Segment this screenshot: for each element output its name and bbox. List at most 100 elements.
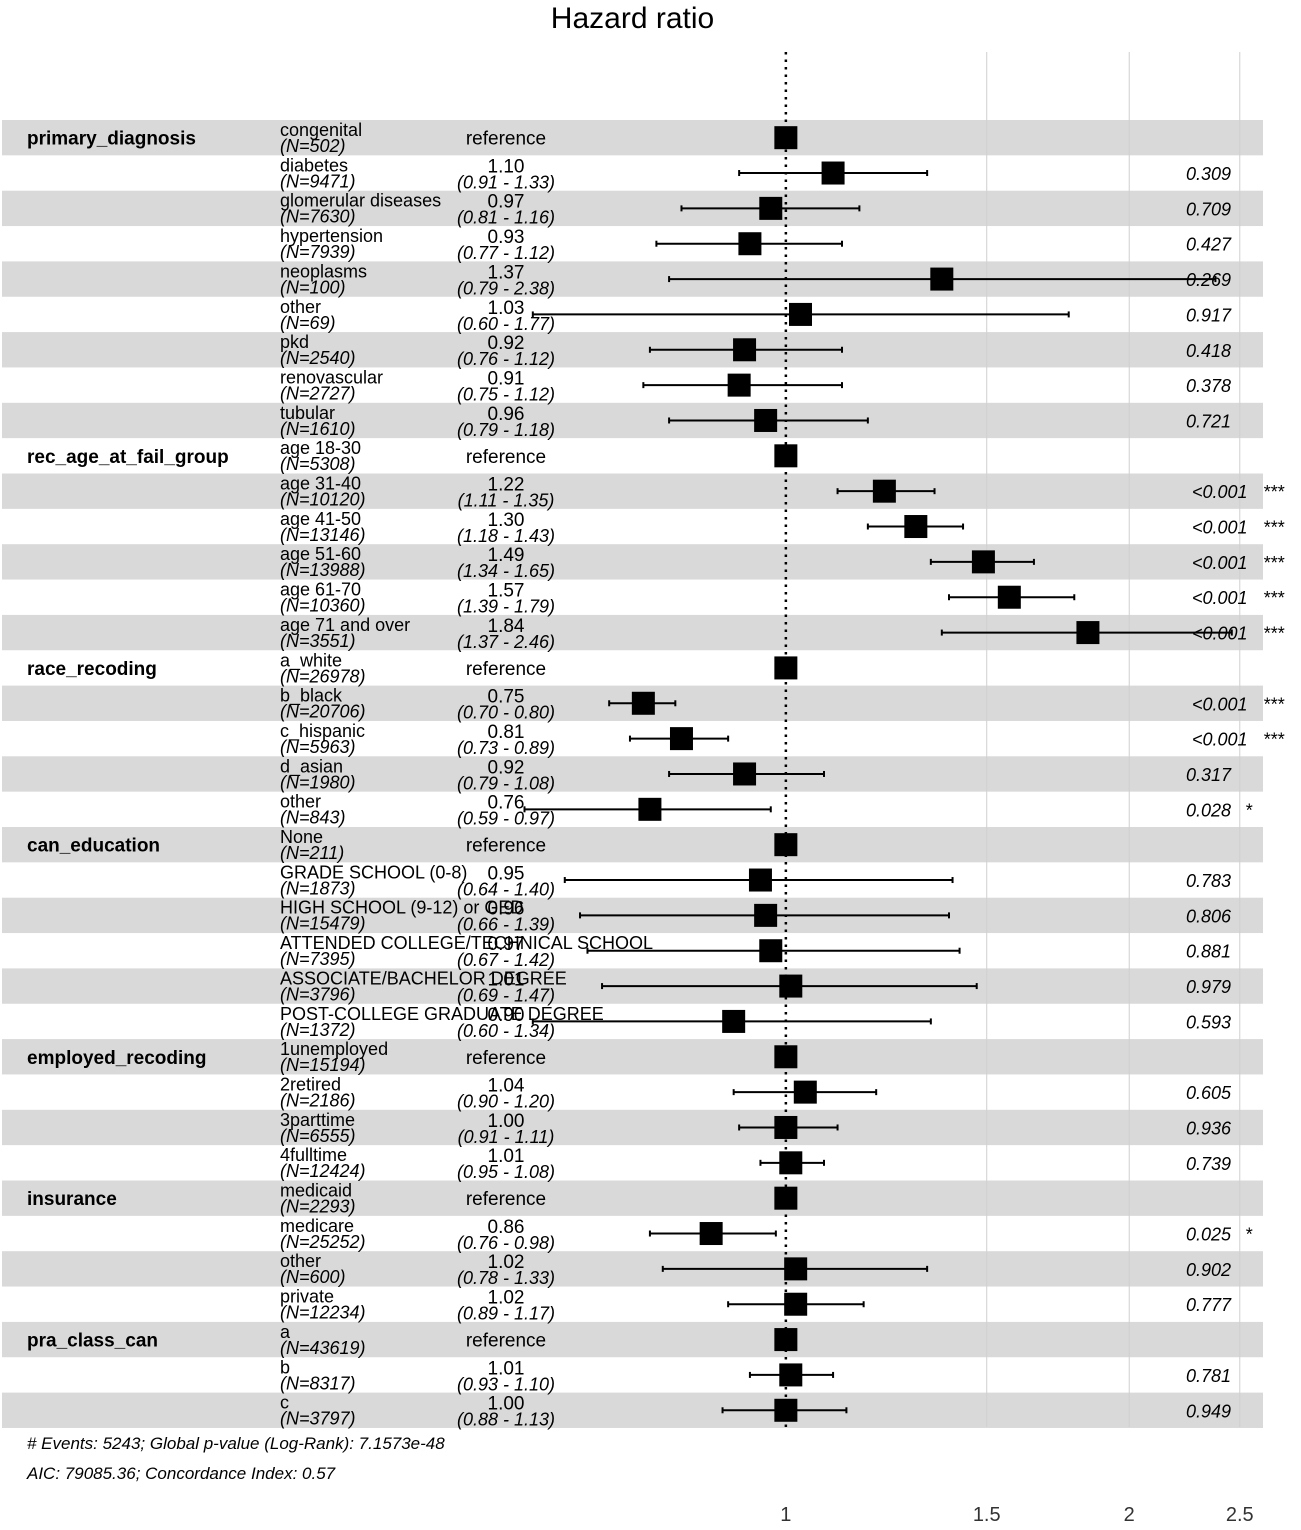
level-label: other (280, 792, 321, 812)
ci-label: (0.81 - 1.16) (457, 208, 555, 228)
row-band (2, 402, 1263, 439)
level-label: d_asian (280, 756, 343, 777)
p-value-label: 0.309 (1186, 164, 1231, 184)
level-label: a (280, 1322, 291, 1342)
n-label: (N=69) (280, 313, 336, 333)
n-label: (N=600) (280, 1267, 346, 1287)
variable-label: pra_class_can (27, 1331, 158, 1352)
estimate-label: 0.91 (488, 368, 525, 389)
footnote-events: # Events: 5243; Global p-value (Log-Rank… (27, 1434, 445, 1453)
level-label: 1unemployed (280, 1039, 388, 1059)
x-tick-label: 2.5 (1226, 1504, 1254, 1526)
hr-square (754, 903, 778, 927)
hr-square (748, 868, 772, 892)
ci-label: (0.70 - 0.80) (457, 703, 555, 723)
hr-square (774, 833, 798, 857)
level-label: age 31-40 (280, 474, 361, 494)
p-value-label: 0.783 (1186, 871, 1231, 891)
estimate-label: 1.00 (488, 1394, 525, 1415)
n-label: (N=6555) (280, 1126, 356, 1146)
p-value-label: <0.001 (1192, 482, 1248, 502)
n-label: (N=10360) (280, 596, 366, 616)
estimate-label: 1.49 (488, 545, 525, 566)
row-band (2, 1039, 1263, 1075)
estimate-label: 1.01 (488, 1358, 525, 1379)
hr-square (631, 691, 655, 715)
significance-stars: *** (1263, 730, 1285, 750)
x-tick-label: 1 (780, 1504, 791, 1526)
p-value-label: 0.427 (1186, 235, 1232, 255)
hr-square (774, 1186, 798, 1210)
ci-label: (0.77 - 1.12) (457, 243, 555, 263)
x-axis: 1 1.5 2 2.5 (780, 1504, 1253, 1526)
significance-stars: *** (1263, 694, 1285, 714)
ci-label: (1.11 - 1.35) (458, 491, 555, 511)
estimate-label: 1.04 (488, 1075, 525, 1096)
hr-square (821, 161, 845, 185)
level-label: glomerular diseases (280, 191, 441, 211)
estimate-label: 1.84 (488, 616, 525, 637)
n-label: (N=13988) (280, 560, 366, 580)
hr-square (774, 1115, 798, 1139)
estimate-label: reference (466, 1048, 546, 1069)
estimate-label: 0.97 (488, 934, 525, 955)
estimate-label: 1.37 (488, 262, 525, 283)
ci-label: (0.89 - 1.17) (457, 1304, 555, 1324)
p-value-label: 0.979 (1186, 977, 1231, 997)
level-label: age 61-70 (280, 580, 361, 600)
hr-square (930, 267, 954, 291)
hr-square (774, 1328, 798, 1352)
ci-label: (0.95 - 1.08) (457, 1162, 555, 1182)
estimate-label: 1.30 (488, 510, 525, 531)
ci-label: (1.34 - 1.65) (457, 561, 555, 581)
significance-stars: *** (1263, 588, 1285, 608)
p-value-label: 0.881 (1186, 942, 1231, 962)
n-label: (N=25252) (280, 1232, 366, 1252)
level-label: 2retired (280, 1074, 341, 1094)
p-value-label: 0.777 (1186, 1295, 1232, 1315)
ci-label: (0.93 - 1.10) (457, 1374, 555, 1394)
level-label: age 41-50 (280, 509, 361, 529)
estimate-label: reference (466, 447, 546, 468)
n-label: (N=3551) (280, 631, 356, 651)
n-label: (N=843) (280, 808, 346, 828)
n-label: (N=13146) (280, 525, 366, 545)
hr-square (774, 444, 798, 468)
estimate-label: 0.97 (488, 192, 525, 213)
ci-label: (0.60 - 1.77) (457, 314, 555, 334)
n-label: (N=2727) (280, 383, 356, 403)
n-label: (N=3796) (280, 984, 356, 1004)
level-label: c_hispanic (280, 721, 365, 742)
p-value-label: 0.936 (1186, 1118, 1232, 1138)
significance-stars: *** (1263, 624, 1285, 644)
hr-square (727, 373, 751, 397)
estimate-label: reference (466, 129, 546, 150)
p-value-label: <0.001 (1192, 624, 1248, 644)
significance-stars: * (1245, 1225, 1253, 1245)
ci-label: (0.73 - 0.89) (457, 738, 555, 758)
level-label: b_black (280, 686, 343, 707)
hr-square (754, 408, 778, 432)
variable-label: rec_age_at_fail_group (27, 447, 229, 468)
hr-square (779, 1151, 803, 1175)
estimate-marks (523, 126, 1233, 1422)
variable-label: employed_recoding (27, 1048, 207, 1069)
significance-stars: *** (1263, 553, 1285, 573)
n-label: (N=15194) (280, 1055, 366, 1075)
hr-square (638, 797, 662, 821)
n-label: (N=2293) (280, 1197, 356, 1217)
hr-square (733, 338, 757, 362)
level-label: renovascular (280, 367, 383, 387)
row-band (2, 756, 1263, 792)
p-value-label: 0.025 (1186, 1225, 1232, 1245)
p-value-label: <0.001 (1192, 553, 1248, 573)
level-label: medicaid (280, 1181, 352, 1201)
ci-label: (0.91 - 1.11) (458, 1127, 555, 1147)
ci-label: (0.88 - 1.13) (457, 1410, 555, 1430)
ci-label: (0.67 - 1.42) (457, 950, 555, 970)
estimate-label: 1.02 (488, 1288, 525, 1309)
p-value-label: 0.378 (1186, 376, 1231, 396)
hr-square (759, 196, 783, 220)
significance-stars: *** (1263, 482, 1285, 502)
